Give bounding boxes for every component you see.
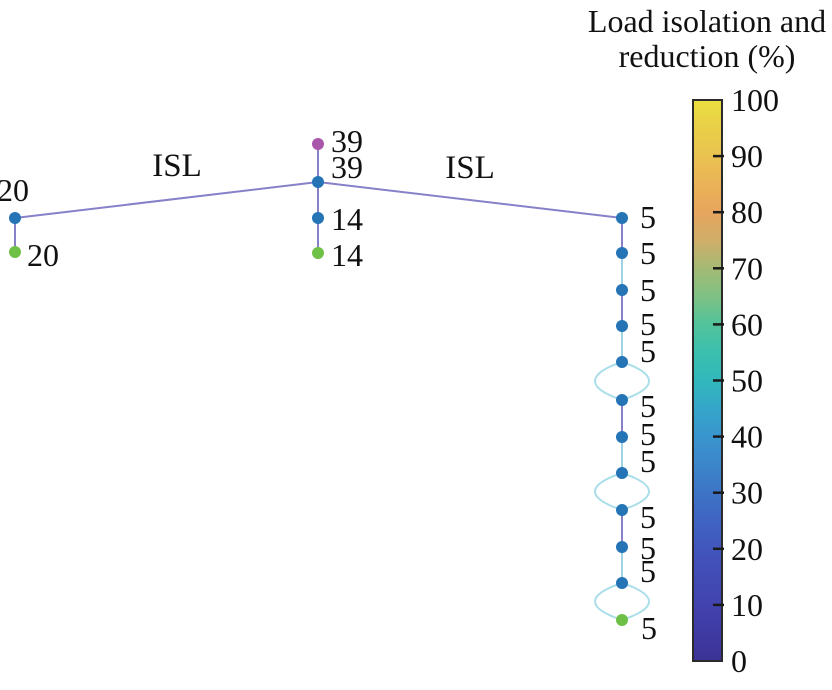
edge-labels-group: ISL ISL <box>152 148 495 186</box>
node-label-R9: 5 <box>640 499 656 535</box>
graph-node-C4 <box>312 247 324 259</box>
graph-lens-edge-R11-R12-left <box>594 582 623 621</box>
colorbar-tick-label-60: 60 <box>731 306 763 342</box>
node-label-R11: 5 <box>640 553 656 589</box>
edge-label-isl-1: ISL <box>152 148 202 184</box>
nodes-group <box>9 138 628 626</box>
colorbar-tick-label-90: 90 <box>731 138 763 174</box>
graph-node-R8 <box>616 467 628 479</box>
graph-lens-edge-R8-R9-right <box>621 472 650 511</box>
colorbar-tick-label-80: 80 <box>731 194 763 230</box>
graph-node-C1 <box>312 138 324 150</box>
graph-edge-C2-L1 <box>14 181 319 219</box>
colorbar-tick-label-10: 10 <box>731 587 763 623</box>
graph-node-R3 <box>616 284 628 296</box>
colorbar-ticks-group <box>713 154 724 607</box>
graph-node-R11 <box>616 577 628 589</box>
graph-node-R10 <box>616 541 628 553</box>
colorbar-tick-label-50: 50 <box>731 363 763 399</box>
colorbar-tick-label-40: 40 <box>731 419 763 455</box>
node-label-R3: 5 <box>640 272 656 308</box>
colorbar-tick-label-30: 30 <box>731 475 763 511</box>
node-label-C3: 14 <box>331 201 363 237</box>
graph-edge-C2-R1 <box>317 181 623 219</box>
graph-node-L1 <box>9 212 21 224</box>
graph-node-R9 <box>616 504 628 516</box>
colorbar-group: 0 10 20 30 40 50 60 70 80 90 100 Load isolation an… <box>588 3 826 679</box>
node-label-R6: 5 <box>640 388 656 424</box>
graph-node-C2 <box>312 176 324 188</box>
node-label-R12: 5 <box>641 610 657 646</box>
node-label-C4: 14 <box>331 237 363 273</box>
colorbar-tick-label-20: 20 <box>731 531 763 567</box>
colorbar-tick-label-0: 0 <box>731 643 747 679</box>
graph-node-R4 <box>616 320 628 332</box>
graph-node-R12 <box>616 614 628 626</box>
graph-node-R7 <box>616 431 628 443</box>
colorbar-title-line1: Load isolation and <box>588 3 826 39</box>
graph-node-R5 <box>616 356 628 368</box>
graph-node-R2 <box>616 247 628 259</box>
colorbar-tick-label-100: 100 <box>731 82 779 118</box>
node-label-R10: 5 <box>640 530 656 566</box>
graph-node-R1 <box>616 212 628 224</box>
colorbar-title-line2: reduction (%) <box>619 38 796 74</box>
node-label-R5: 5 <box>640 333 656 369</box>
graph-node-C3 <box>312 212 324 224</box>
node-label-R2: 5 <box>640 235 656 271</box>
node-label-R4: 5 <box>640 306 656 342</box>
node-label-C1: 39 <box>331 123 363 159</box>
colorbar-tick-label-70: 70 <box>731 250 763 286</box>
node-label-L2: 20 <box>27 237 59 273</box>
graph-lens-edge-R5-R6-left <box>594 361 623 401</box>
node-label-R8: 5 <box>640 443 656 479</box>
edge-label-isl-2: ISL <box>445 150 495 186</box>
graph-lens-edge-R11-R12-right <box>621 582 650 621</box>
graph-lens-edge-R5-R6-right <box>621 361 650 401</box>
node-label-C2: 39 <box>331 149 363 185</box>
node-label-R7: 5 <box>640 416 656 452</box>
colorbar-tick-labels-group: 0 10 20 30 40 50 60 70 80 90 100 <box>731 82 779 679</box>
node-label-R1: 5 <box>640 199 656 235</box>
node-label-L1: 20 <box>0 172 29 208</box>
graph-node-L2 <box>9 246 21 258</box>
graph-lens-edge-R8-R9-left <box>594 472 623 511</box>
graph-node-R6 <box>616 394 628 406</box>
